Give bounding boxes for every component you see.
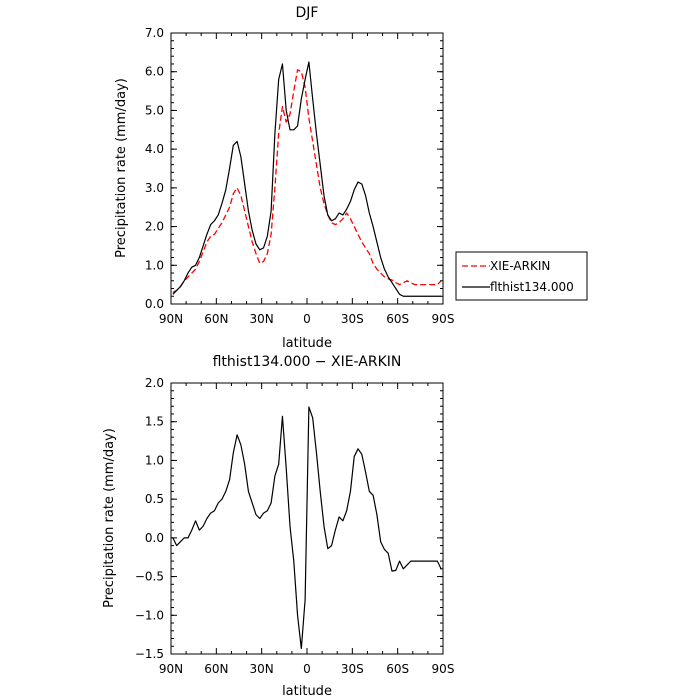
series-line-difference [172, 406, 442, 650]
series-line-xie-arkin [172, 69, 442, 293]
difference-ytick-label: 0.0 [145, 531, 164, 545]
djf-plot-frame [170, 32, 444, 305]
difference-ytick-label: −1.0 [135, 608, 164, 622]
series-line-flthist134-000 [172, 61, 442, 297]
djf-xtick-label: 60N [204, 312, 228, 326]
legend-label-flthist: flthist134.000 [490, 280, 574, 294]
difference-ylabel: Precipitation rate (mm/day) [102, 428, 117, 608]
difference-xtick-label: 30N [250, 662, 274, 676]
djf-ytick-label: 0.0 [145, 297, 164, 311]
difference-title: flthist134.000 − XIE-ARKIN [213, 354, 402, 370]
difference-ytick-label: −1.5 [135, 647, 164, 661]
difference-xtick-label: 90N [159, 662, 183, 676]
difference-ytick-label: 1.0 [145, 453, 164, 467]
djf-panel: DJF 90N 60N 30N 0 30S 60S 90S 0.0 1.0 2.0 3.0 4.0 5.… [114, 5, 454, 351]
djf-xtick-label: 30N [250, 312, 274, 326]
difference-xtick-label: 90S [432, 662, 455, 676]
djf-xtick-label: 90N [159, 312, 183, 326]
djf-legend: XIE-ARKIN flthist134.000 [455, 251, 588, 301]
difference-xtick-label: 60N [204, 662, 228, 676]
djf-ticks: 90N 60N 30N 0 30S 60S 90S 0.0 1.0 2.0 3.0 4.0 5.0 6.0… [145, 26, 455, 326]
djf-ytick-label: 5.0 [145, 103, 164, 117]
legend-label-xie-arkin: XIE-ARKIN [490, 259, 550, 273]
djf-ytick-label: 1.0 [145, 258, 164, 272]
difference-xtick-label: 0 [303, 662, 311, 676]
difference-ytick-label: 0.5 [145, 492, 164, 506]
djf-xtick-label: 60S [386, 312, 409, 326]
djf-ylabel: Precipitation rate (mm/day) [114, 78, 129, 258]
djf-ytick-label: 6.0 [145, 65, 164, 79]
djf-title: DJF [296, 5, 319, 21]
difference-ytick-label: 1.5 [145, 415, 164, 429]
djf-series-layer [172, 61, 442, 297]
djf-ytick-label: 7.0 [145, 26, 164, 40]
legend-box [455, 251, 588, 301]
djf-ytick-label: 3.0 [145, 181, 164, 195]
difference-ticks: 90N 60N 30N 0 30S 60S 90S −1.5 −1.0 −0.5 0.0 0.5 1.0… [135, 376, 455, 676]
difference-ytick-label: −0.5 [135, 570, 164, 584]
djf-xtick-label: 0 [303, 312, 311, 326]
djf-xtick-label: 90S [432, 312, 455, 326]
difference-xtick-label: 30S [341, 662, 364, 676]
difference-xlabel: latitude [282, 684, 332, 699]
difference-xtick-label: 60S [386, 662, 409, 676]
difference-series-layer [172, 406, 442, 650]
djf-ytick-label: 2.0 [145, 220, 164, 234]
difference-ytick-label: 2.0 [145, 376, 164, 390]
djf-ytick-label: 4.0 [145, 142, 164, 156]
difference-panel: flthist134.000 − XIE-ARKIN 90N 60N 30N 0 30S… [102, 354, 454, 699]
djf-xlabel: latitude [282, 336, 332, 351]
djf-xtick-label: 30S [341, 312, 364, 326]
